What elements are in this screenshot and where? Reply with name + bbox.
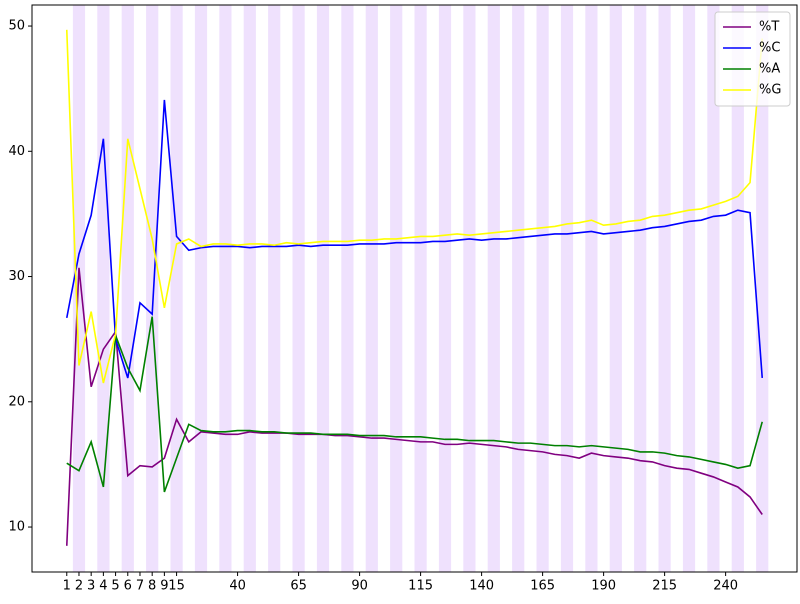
band bbox=[414, 5, 427, 572]
legend-label: %G bbox=[759, 83, 781, 98]
band bbox=[560, 5, 574, 572]
band bbox=[219, 5, 232, 572]
y-tick-label: 40 bbox=[8, 144, 25, 159]
y-tick-label: 50 bbox=[8, 19, 25, 34]
band bbox=[194, 5, 208, 572]
band bbox=[536, 5, 549, 572]
x-tick-label: 40 bbox=[229, 579, 246, 594]
legend-label: %T bbox=[759, 20, 779, 35]
band bbox=[390, 5, 403, 572]
x-tick-label: 215 bbox=[652, 579, 677, 594]
band bbox=[97, 5, 110, 572]
y-tick-label: 20 bbox=[8, 394, 25, 409]
series-line bbox=[65, 99, 764, 379]
band bbox=[268, 5, 281, 572]
x-tick-label: 4 bbox=[99, 579, 107, 594]
x-tick-label: 8 bbox=[148, 579, 156, 594]
x-tick-label: 3 bbox=[87, 579, 95, 594]
x-tick-label: 115 bbox=[408, 579, 433, 594]
band bbox=[463, 5, 476, 572]
band bbox=[365, 5, 378, 572]
y-tick-label: 10 bbox=[8, 520, 25, 535]
y-tick-label: 30 bbox=[8, 269, 25, 284]
band bbox=[292, 5, 305, 572]
legend-label: %A bbox=[759, 62, 780, 77]
x-tick-label: 1 bbox=[63, 579, 71, 594]
band bbox=[243, 5, 256, 572]
x-tick-label: 240 bbox=[713, 579, 738, 594]
band bbox=[341, 5, 354, 572]
legend-label: %C bbox=[759, 41, 780, 56]
x-tick-label: 165 bbox=[530, 579, 555, 594]
legend-box bbox=[714, 11, 791, 107]
x-tick-label: 90 bbox=[351, 579, 368, 594]
band bbox=[609, 5, 622, 572]
band bbox=[512, 5, 525, 572]
x-tick-label: 2 bbox=[75, 579, 83, 594]
x-tick-label: 15 bbox=[168, 579, 185, 594]
band bbox=[72, 5, 86, 572]
band bbox=[438, 5, 452, 572]
x-tick-label: 5 bbox=[111, 579, 119, 594]
x-tick-label: 140 bbox=[469, 579, 494, 594]
x-tick-label: 6 bbox=[124, 579, 132, 594]
band bbox=[121, 5, 134, 572]
band bbox=[585, 5, 598, 572]
plot-lines bbox=[65, 29, 764, 546]
band bbox=[487, 5, 500, 572]
band bbox=[170, 5, 183, 572]
x-tick-label: 190 bbox=[591, 579, 616, 594]
series-line bbox=[66, 316, 764, 493]
band bbox=[731, 5, 744, 572]
band bbox=[658, 5, 671, 572]
axes-frame bbox=[31, 4, 798, 573]
x-tick-label: 9 bbox=[160, 579, 168, 594]
series-line bbox=[65, 267, 763, 546]
band bbox=[682, 5, 696, 572]
band bbox=[707, 5, 720, 572]
band bbox=[316, 5, 330, 572]
series-line bbox=[65, 29, 764, 384]
x-tick-label: 65 bbox=[290, 579, 307, 594]
x-tick-label: 7 bbox=[136, 579, 144, 594]
band bbox=[146, 5, 159, 572]
band bbox=[634, 5, 647, 572]
